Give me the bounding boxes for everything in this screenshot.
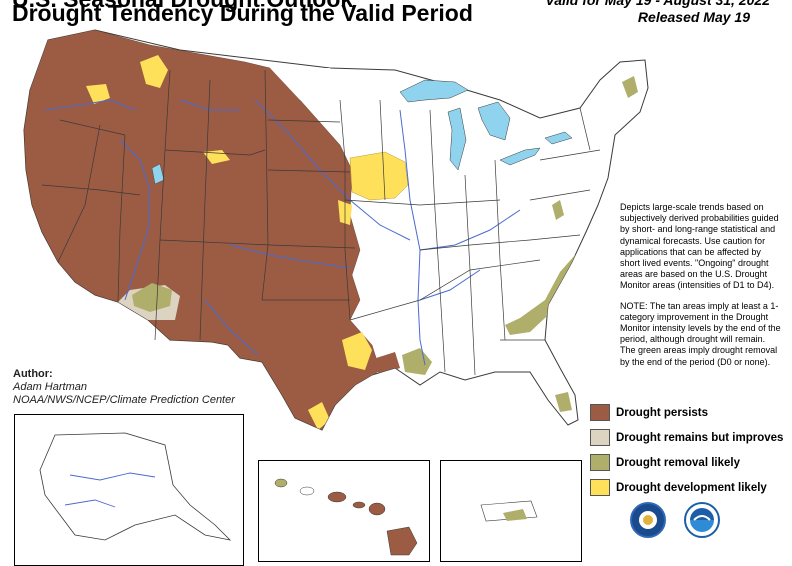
map-description: Depicts large-scale trends based on subj… xyxy=(620,202,782,377)
hawaii-map xyxy=(274,478,418,556)
puerto-rico-map xyxy=(480,500,538,522)
removal-gulf-coast xyxy=(402,348,432,375)
state-boundaries xyxy=(41,69,601,376)
alaska-map xyxy=(39,432,232,541)
development-iowa xyxy=(349,151,409,201)
removal-carolinas xyxy=(505,245,590,335)
removal-arizona xyxy=(132,283,172,312)
legend-label-development: Drought development likely xyxy=(616,481,767,494)
description-paragraph-2: NOTE: The tan areas imply at least a 1-c… xyxy=(620,300,781,367)
legend-item-persists: Drought persists xyxy=(590,404,783,421)
page-title-clipped: U.S. Seasonal Drought Outlook xyxy=(12,0,353,12)
alaska-inset xyxy=(14,414,244,566)
removal-chesapeake xyxy=(552,200,564,220)
legend-swatch-improves xyxy=(590,429,610,446)
no-drought-northern-plains xyxy=(270,68,340,110)
legend-label-removal: Drought removal likely xyxy=(616,456,740,469)
drought-outlook-map xyxy=(23,29,649,431)
legend-swatch-removal xyxy=(590,454,610,471)
lake-superior xyxy=(399,79,469,103)
legend-item-development: Drought development likely xyxy=(590,479,783,496)
hawaii-inset xyxy=(258,460,430,562)
development-texas-coast xyxy=(308,402,330,430)
lake-erie xyxy=(499,147,541,166)
noaa-logo-icon xyxy=(684,502,720,538)
author-org: NOAA/NWS/NCEP/Climate Prediction Center xyxy=(13,394,235,406)
development-idaho xyxy=(86,84,110,104)
legend-swatch-development xyxy=(590,479,610,496)
author-label: Author: xyxy=(13,368,53,380)
legend-item-removal: Drought removal likely xyxy=(590,454,783,471)
great-salt-lake xyxy=(151,163,165,185)
legend: Drought persists Drought remains but imp… xyxy=(590,404,783,504)
legend-label-improves: Drought remains but improves xyxy=(616,431,784,444)
development-montana xyxy=(140,55,168,88)
author-block: Author: Adam Hartman NOAA/NWS/NCEP/Clima… xyxy=(13,368,235,407)
removal-florida xyxy=(555,392,572,412)
development-texas xyxy=(342,332,372,370)
usda-seal-icon xyxy=(630,502,666,538)
author-name: Adam Hartman xyxy=(13,381,87,393)
removal-maine xyxy=(622,76,638,98)
description-paragraph-1: Depicts large-scale trends based on subj… xyxy=(620,202,779,291)
puerto-rico-inset xyxy=(440,460,582,562)
legend-item-improves: Drought remains but improves xyxy=(590,429,783,446)
released-date: Released May 19 xyxy=(637,9,750,25)
lake-ontario xyxy=(544,131,573,145)
legend-label-persists: Drought persists xyxy=(616,406,709,419)
lake-huron xyxy=(477,101,511,141)
legend-swatch-persists xyxy=(590,404,610,421)
page-subtitle: Drought Tendency During the Valid Period xyxy=(12,0,473,26)
valid-period: Valid for May 19 - August 31, 2022 xyxy=(545,0,770,8)
lake-michigan xyxy=(447,107,467,171)
